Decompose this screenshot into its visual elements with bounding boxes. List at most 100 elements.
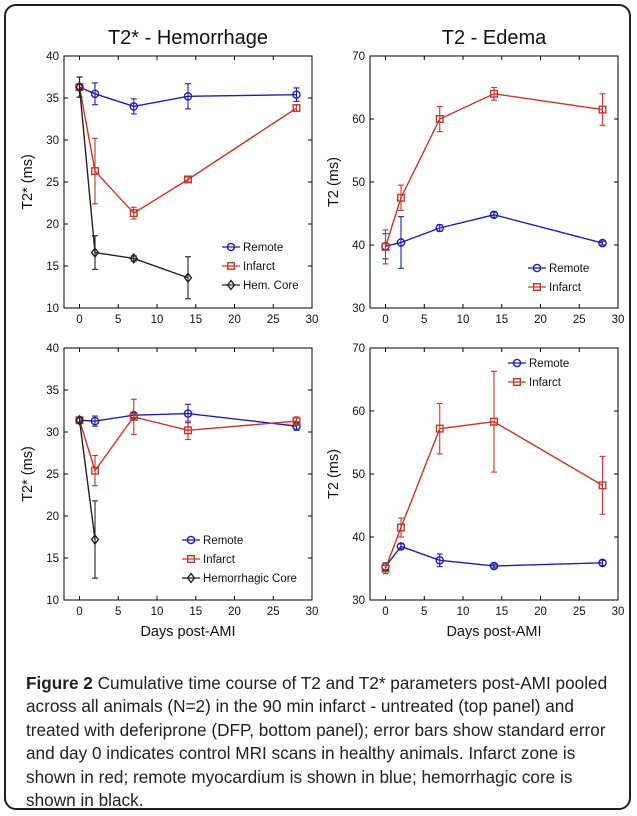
- data-point: [396, 238, 406, 247]
- x-tick-label: 30: [612, 606, 625, 618]
- y-tick-label: 40: [352, 240, 365, 252]
- x-tick-label: 20: [228, 314, 241, 326]
- legend-entry: Infarct: [182, 554, 236, 566]
- legend-entry: Infarct: [222, 261, 276, 273]
- x-tick-label: 15: [495, 314, 508, 326]
- series-line: [78, 87, 189, 279]
- data-point: [129, 412, 138, 421]
- data-point: [397, 523, 406, 532]
- x-tick-label: 5: [421, 606, 427, 618]
- legend-marker: [533, 283, 542, 292]
- x-tick-label: 25: [267, 606, 280, 618]
- x-axis-label: Days post-AMI: [446, 624, 541, 640]
- data-point: [598, 238, 607, 248]
- figure-caption: Figure 2 Cumulative time course of T2 an…: [26, 672, 626, 812]
- legend-label: Infarct: [529, 377, 562, 389]
- x-tick-label: 0: [382, 314, 388, 326]
- data-point: [292, 90, 301, 99]
- y-axis-label: T2* (ms): [20, 446, 36, 502]
- x-tick-label: 20: [534, 314, 547, 326]
- x-tick-label: 25: [573, 314, 586, 326]
- data-point: [490, 417, 499, 426]
- x-tick-label: 0: [76, 606, 82, 618]
- x-tick-label: 10: [151, 606, 164, 618]
- chart-panel-2: 0 5 10 15 20 25 30 30 40 50 60 70 T2 - Edema T2 (ms) R…: [326, 27, 624, 326]
- x-tick-label: 25: [267, 314, 280, 326]
- x-tick-label: 10: [151, 314, 164, 326]
- data-point: [129, 209, 138, 218]
- x-tick-label: 30: [612, 314, 625, 326]
- legend-label: Hem. Core: [243, 280, 299, 292]
- legend-marker: [513, 378, 522, 387]
- data-point: [90, 89, 100, 99]
- y-tick-label: 35: [46, 385, 59, 397]
- x-tick-label: 15: [189, 606, 202, 618]
- y-axis-label: T2 (ms): [326, 157, 342, 207]
- figure-frame: 0 5 10 15 20 25 30 10 15 20 25 30 35 40 T2* - Hemorrha…: [4, 4, 631, 810]
- legend-marker: [226, 262, 235, 271]
- y-tick-label: 30: [352, 595, 365, 607]
- series-line: [384, 93, 603, 248]
- series-remote: [75, 76, 301, 115]
- y-axis-label: T2 (ms): [326, 449, 342, 499]
- legend-label: Infarct: [243, 261, 276, 273]
- data-point: [397, 193, 406, 202]
- y-tick-label: 35: [46, 93, 59, 105]
- y-tick-label: 60: [352, 406, 365, 418]
- y-tick-label: 60: [352, 114, 365, 126]
- data-point: [129, 252, 139, 264]
- y-tick-label: 20: [46, 511, 59, 523]
- legend-entry: Remote: [528, 263, 589, 275]
- series-remote: [381, 210, 607, 269]
- y-tick-label: 70: [352, 343, 365, 355]
- x-tick-label: 30: [306, 606, 319, 618]
- data-point: [489, 210, 499, 220]
- legend-entry: Remote: [222, 242, 283, 254]
- y-tick-label: 40: [352, 532, 365, 544]
- x-tick-label: 15: [189, 314, 202, 326]
- y-tick-label: 30: [46, 427, 59, 439]
- data-point: [598, 105, 607, 114]
- data-point: [435, 424, 444, 433]
- legend-label: Hemorrhagic Core: [203, 573, 297, 585]
- x-tick-label: 0: [76, 314, 82, 326]
- y-tick-label: 15: [46, 261, 59, 273]
- figure-charts: 0 5 10 15 20 25 30 10 15 20 25 30 35 40 T2* - Hemorrha…: [20, 27, 625, 640]
- data-point: [183, 175, 192, 184]
- x-tick-label: 0: [382, 606, 388, 618]
- x-tick-label: 30: [306, 314, 319, 326]
- y-tick-label: 70: [352, 51, 365, 63]
- data-point: [183, 409, 193, 418]
- data-point: [292, 417, 301, 426]
- legend-marker: [186, 572, 196, 584]
- x-tick-label: 20: [534, 606, 547, 618]
- series-remote: [381, 542, 607, 571]
- legend-marker: [186, 555, 195, 564]
- data-point: [75, 81, 84, 93]
- legend-label: Remote: [549, 263, 589, 275]
- y-tick-label: 50: [352, 469, 365, 481]
- y-tick-label: 30: [46, 135, 59, 147]
- y-tick-label: 20: [46, 219, 59, 231]
- data-point: [183, 92, 193, 101]
- data-point: [598, 481, 607, 490]
- y-tick-label: 40: [46, 343, 59, 355]
- legend-label: Remote: [529, 358, 569, 370]
- caption-text: Cumulative time course of T2 and T2* par…: [26, 673, 608, 811]
- legend-marker: [226, 279, 236, 291]
- data-point: [183, 272, 193, 284]
- data-point: [435, 556, 445, 565]
- y-tick-label: 30: [352, 303, 365, 315]
- legend-entry: Infarct: [528, 282, 582, 294]
- data-point: [90, 416, 100, 426]
- legend-entry: Remote: [508, 358, 569, 370]
- x-tick-label: 20: [228, 606, 241, 618]
- series-core: [75, 76, 193, 300]
- series-infarct: [381, 86, 607, 265]
- data-point: [396, 542, 406, 551]
- legend-label: Remote: [203, 535, 243, 547]
- y-axis-label: T2* (ms): [20, 154, 36, 210]
- data-point: [292, 104, 301, 113]
- legend-entry: Hemorrhagic Core: [182, 572, 297, 585]
- chart-panel-1: 0 5 10 15 20 25 30 10 15 20 25 30 35 40 T2* - Hemorrha…: [20, 27, 318, 326]
